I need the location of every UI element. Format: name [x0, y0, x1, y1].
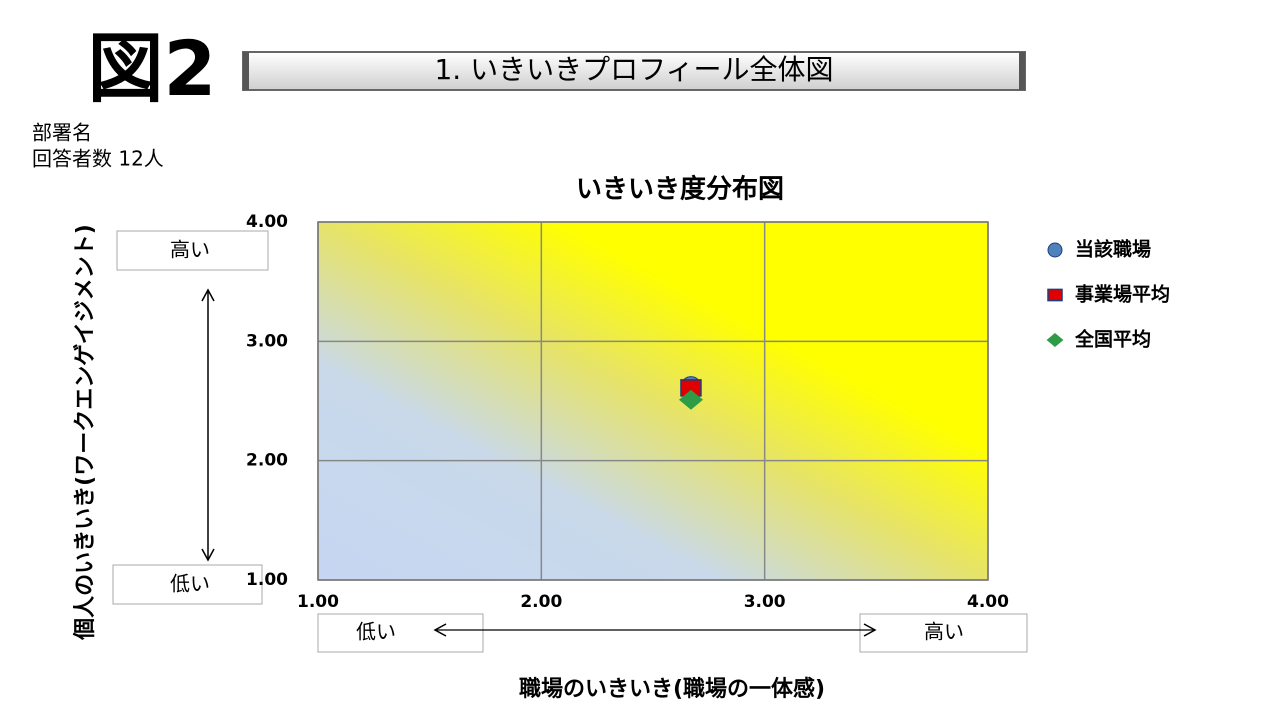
header-edge — [243, 52, 249, 90]
respondents: 回答者数 12人 — [32, 147, 164, 171]
annotation-box — [859, 613, 1028, 653]
y-axis-label: 個人のいきいき(ワークエンゲイジメント) — [73, 224, 98, 641]
header-title: 1. いきいきプロフィール全体図 — [434, 53, 833, 86]
y-high-label: 高い — [170, 238, 210, 262]
y-low-label: 低い — [170, 572, 210, 596]
legend-label: 事業場平均 — [1075, 283, 1170, 306]
legend-marker — [1047, 242, 1063, 258]
y-tick-label: 2.00 — [246, 451, 288, 471]
legend-label: 全国平均 — [1074, 328, 1151, 351]
annotation-box — [317, 613, 484, 653]
header-edge — [1019, 52, 1025, 90]
legend-marker — [1046, 333, 1064, 347]
figure-label: 図2 — [88, 24, 217, 113]
x-tick-label: 3.00 — [744, 592, 786, 612]
chart-title: いきいき度分布図 — [576, 174, 784, 205]
plot-area — [318, 222, 988, 580]
legend-marker — [1047, 288, 1063, 302]
y-tick-label: 4.00 — [246, 212, 288, 232]
y-tick-label: 3.00 — [246, 331, 288, 351]
y-tick-label: 1.00 — [246, 570, 288, 590]
x-tick-label: 2.00 — [520, 592, 562, 612]
annotation-box — [112, 564, 263, 605]
x-tick-label: 1.00 — [297, 592, 339, 612]
department: 部署名 — [32, 121, 92, 145]
plot-border — [317, 221, 989, 581]
x-low-label: 低い — [356, 620, 396, 644]
legend-label: 当該職場 — [1075, 238, 1151, 261]
point — [678, 389, 703, 410]
x-tick-label: 4.00 — [967, 592, 1009, 612]
annotation-box — [116, 230, 269, 271]
x-high-label: 高い — [924, 620, 964, 644]
x-axis-label: 職場のいきいき(職場の一体感) — [519, 676, 825, 702]
